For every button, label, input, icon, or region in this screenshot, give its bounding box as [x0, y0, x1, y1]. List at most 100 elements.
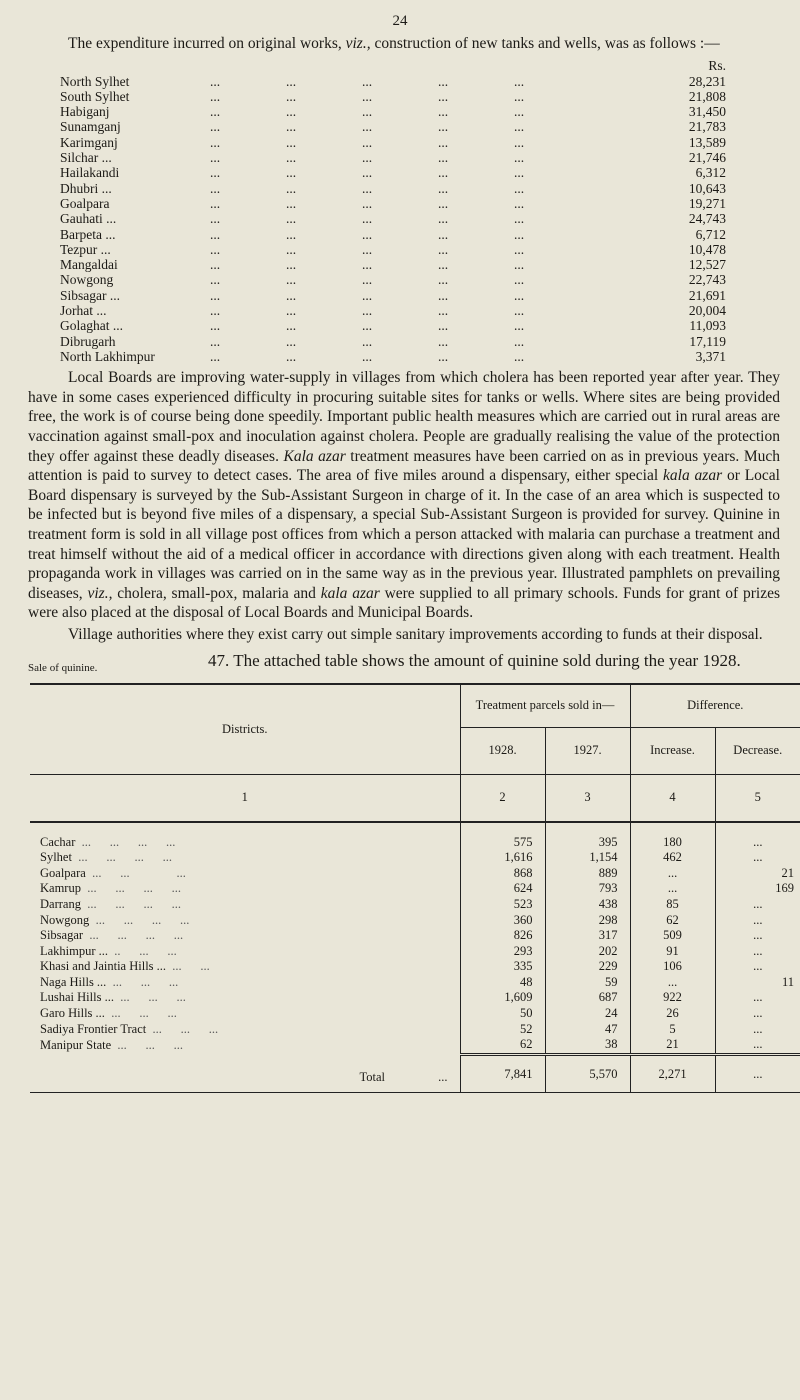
district-name: Sibsagar	[40, 928, 84, 943]
text-column: The expenditure incurred on original wor…	[28, 34, 780, 675]
leader-dots: ...	[514, 257, 525, 273]
leader-dots: ...	[514, 287, 525, 303]
leader-dots: ...	[438, 318, 449, 334]
leader-dots: ...	[438, 226, 449, 242]
total-1927: 5,570	[544, 1052, 631, 1093]
district-name: Lushai Hills ...	[40, 990, 114, 1005]
district-name: Garo Hills ...	[40, 1006, 105, 1021]
italic-text: viz.,	[87, 584, 113, 602]
expenditure-amount: 21,808	[688, 88, 726, 104]
sold-1928: 52	[459, 1021, 545, 1038]
sold-1928: 826	[459, 928, 545, 944]
leader-dots: ...	[362, 241, 373, 257]
leader-dots: ...	[286, 134, 297, 150]
leader-dots: ...	[438, 333, 449, 349]
decrease: ...	[714, 928, 800, 944]
sold-1928: 624	[459, 881, 545, 897]
header-districts: Districts.	[222, 721, 268, 736]
leader-dots: ...	[286, 303, 297, 319]
leader-dots: ...	[438, 88, 449, 104]
leader-dots: ...	[210, 257, 221, 273]
expenditure-amount: 11,093	[689, 318, 726, 334]
sold-1927: 438	[544, 896, 631, 913]
district-cell: Sibsagar ... ... ... ...	[30, 928, 460, 944]
leader-dots: ... ... ...	[152, 1021, 219, 1036]
decrease: ...	[714, 990, 800, 1007]
col-number-3: 3	[544, 774, 631, 822]
sold-1928: 360	[459, 912, 545, 929]
total-label-cell: Total ...	[30, 1054, 460, 1093]
section-47-row: Sale of quinine. 47. The attached table …	[28, 651, 780, 675]
leader-dots: ...	[286, 119, 297, 135]
leader-dots: ...	[210, 226, 221, 242]
decrease: 11	[714, 974, 800, 991]
increase: 180	[629, 821, 716, 851]
district-name: Khasi and Jaintia Hills ...	[40, 959, 167, 974]
leader-dots: ...	[210, 180, 221, 196]
expenditure-row: Habiganj............... 31,450	[60, 104, 726, 119]
leader-dots: ...	[362, 119, 373, 135]
leader-dots: ...	[514, 211, 525, 227]
district-name: Sibsagar ...	[60, 287, 120, 303]
leader-dots: ... ... ... ...	[95, 912, 190, 927]
table-row: Kamrup ... ... ... ... 624 793... 169	[30, 881, 800, 897]
table-row: Sibsagar ... ... ... ... 826 317 509...	[30, 928, 800, 944]
decrease: ...	[714, 1021, 800, 1038]
leader-dots: ... ... ... ...	[78, 850, 172, 865]
table-row: Lakhimpur ... .. ... ... 293 202 91...	[30, 943, 800, 960]
expenditure-amount: 3,371	[695, 348, 726, 364]
leader-dots: ...	[362, 134, 373, 150]
paragraph-village-authorities: Village authorities where they exist car…	[28, 625, 780, 645]
leader-dots: ...	[514, 73, 525, 89]
expenditure-row: Hailakandi............... 6,312	[60, 165, 726, 180]
table-row: Goalpara ... ... ... 868 889... 21	[30, 865, 800, 882]
sold-1928: 293	[459, 943, 545, 960]
district-name: Tezpur ...	[60, 241, 111, 257]
margin-note: Sale of quinine.	[28, 661, 98, 674]
document-page: 24 The expenditure incurred on original …	[28, 13, 800, 1093]
leader-dots: ...	[438, 134, 449, 150]
col-number-1: 1	[241, 790, 248, 805]
sold-1927: 59	[544, 974, 631, 991]
leader-dots: ...	[286, 226, 297, 242]
district-name: Dibrugarh	[60, 333, 116, 349]
leader-dots: ...	[286, 165, 297, 181]
district-name: Lakhimpur ...	[40, 943, 109, 958]
table-row: Khasi and Jaintia Hills ... ... ... 335 22…	[30, 959, 800, 975]
leader-dots: ...	[438, 257, 449, 273]
sold-1928: 62	[459, 1037, 545, 1055]
leader-dots: ...	[362, 165, 373, 181]
leader-dots: ...	[286, 211, 297, 227]
expenditure-row: Golaghat .................. 11,093	[60, 318, 726, 333]
italic-text: kala azar	[320, 584, 380, 602]
leader-dots: ...	[438, 348, 449, 364]
leader-dots: ...	[210, 73, 221, 89]
increase: 509	[629, 928, 716, 944]
leader-dots: ...	[438, 241, 449, 257]
leader-dots: ...	[514, 150, 525, 166]
increase: 106	[629, 959, 716, 975]
sold-1927: 1,154	[544, 850, 631, 866]
header-increase: Increase.	[629, 727, 716, 775]
district-cell: Sylhet ... ... ... ...	[30, 850, 460, 866]
expenditure-amount: 17,119	[689, 333, 726, 349]
leader-dots: ...	[362, 73, 373, 89]
expenditure-amount: 24,743	[688, 211, 726, 227]
leader-dots: ...	[438, 211, 449, 227]
expenditure-amount: 10,643	[688, 180, 726, 196]
text-segment: were supplied to all primary schools. Fu…	[28, 584, 781, 622]
leader-dots: ... ... ... ...	[81, 834, 176, 849]
leader-dots: ...	[210, 134, 221, 150]
decrease: ...	[714, 850, 800, 866]
total-1928: 7,841	[459, 1052, 545, 1093]
decrease: ...	[714, 943, 800, 960]
section-47-heading: 47. The attached table shows the amount …	[208, 650, 741, 670]
expenditure-amount: 28,231	[688, 73, 726, 89]
leader-dots: ...	[362, 318, 373, 334]
leader-dots: ...	[438, 195, 449, 211]
district-cell: Kamrup ... ... ... ...	[30, 881, 460, 897]
district-name: Goalpara	[60, 195, 110, 211]
leader-dots: ...	[210, 150, 221, 166]
text-segment: construction of new tanks and wells, was…	[370, 35, 720, 52]
text-segment: Village authorities where they exist car…	[68, 625, 763, 643]
